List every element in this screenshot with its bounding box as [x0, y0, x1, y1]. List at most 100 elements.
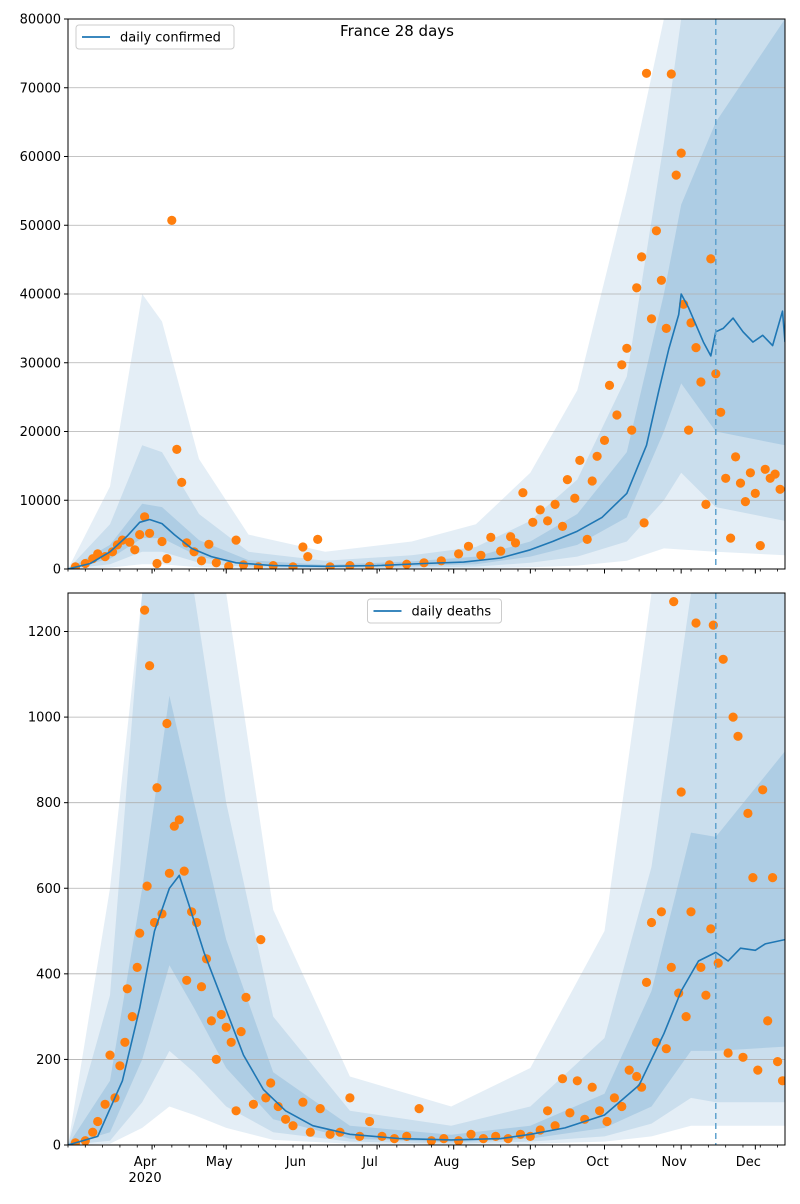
- confirmed-observed-point: [476, 550, 486, 560]
- deaths-observed-point: [127, 1012, 137, 1022]
- deaths-observed-point: [355, 1131, 365, 1141]
- deaths-observed-point: [211, 1054, 221, 1064]
- deaths-observed-point: [140, 605, 150, 615]
- confirmed-observed-point: [506, 532, 516, 542]
- deaths-observed-point: [609, 1093, 620, 1103]
- confirmed-observed-point: [145, 528, 155, 538]
- deaths-observed-point: [773, 1057, 783, 1067]
- xtick-label: Jul: [361, 1155, 378, 1170]
- deaths-observed-point: [733, 731, 743, 741]
- deaths-observed-point: [221, 1022, 231, 1032]
- deaths-observed-point: [676, 787, 686, 797]
- xtick-label: May: [206, 1155, 233, 1170]
- confirmed-observed-point: [152, 558, 162, 569]
- deaths-observed-point: [174, 815, 184, 825]
- confirmed-observed-point: [303, 552, 313, 562]
- deaths-observed-point: [122, 984, 132, 994]
- confirmed-legend: daily confirmed: [75, 24, 235, 50]
- confirmed-observed-point: [745, 468, 756, 478]
- confirmed-observed-point: [140, 512, 150, 522]
- confirmed-observed-point: [177, 477, 187, 487]
- deaths-observed-point: [454, 1136, 464, 1145]
- deaths-observed-point: [426, 1136, 436, 1145]
- deaths-observed-point: [273, 1101, 283, 1112]
- deaths-band-mid: [68, 593, 785, 1145]
- deaths-observed-point: [723, 1048, 733, 1058]
- confirmed-observed-point: [100, 552, 110, 562]
- deaths-observed-point: [135, 928, 145, 938]
- confirmed-observed-point: [204, 539, 214, 549]
- deaths-observed-point: [768, 873, 778, 883]
- confirmed-observed-point: [676, 148, 686, 158]
- confirmed-observed-point: [157, 536, 167, 547]
- xtick-label: Dec: [736, 1155, 761, 1170]
- deaths-observed-point: [105, 1050, 115, 1060]
- confirmed-observed-point: [666, 69, 676, 79]
- deaths-observed-point: [617, 1101, 627, 1112]
- xtick-label: Oct: [586, 1155, 608, 1170]
- confirmed-axes: 0 10000 20000 30000 40000 50000 60000 70000 8000…: [20, 13, 786, 578]
- confirmed-ytick-label: 80000: [20, 13, 61, 28]
- deaths-observed-point: [669, 597, 679, 607]
- confirmed-observed-point: [661, 323, 671, 333]
- confirmed-observed-point: [755, 541, 765, 551]
- deaths-observed-point: [281, 1114, 291, 1124]
- deaths-observed-point: [718, 654, 728, 664]
- deaths-observed-point: [572, 1076, 582, 1086]
- xtick-label: Jun: [285, 1155, 306, 1170]
- deaths-observed-point: [169, 821, 179, 831]
- confirmed-observed-point: [587, 476, 597, 486]
- confirmed-observed-point: [107, 547, 118, 557]
- confirmed-series-line: [68, 293, 785, 569]
- deaths-observed-point: [656, 907, 667, 917]
- confirmed-observed-point: [716, 407, 726, 417]
- confirmed-observed-point: [231, 535, 241, 545]
- confirmed-observed-point: [671, 170, 681, 180]
- confirmed-observed-point: [646, 314, 657, 324]
- deaths-observed-point: [414, 1104, 424, 1114]
- confirmed-ytick-label: 20000: [20, 425, 61, 440]
- confirmed-observed-point: [510, 538, 521, 548]
- deaths-observed-point: [226, 1037, 236, 1047]
- deaths-observed-point: [666, 962, 676, 973]
- confirmed-observed-point: [604, 380, 615, 390]
- confirmed-observed-point: [735, 478, 746, 488]
- deaths-observed-point: [777, 1076, 785, 1086]
- confirmed-observed-point: [463, 541, 474, 551]
- deaths-observed-point: [641, 977, 652, 988]
- confirmed-observed-point: [639, 518, 649, 528]
- confirmed-observed-point: [93, 549, 103, 559]
- deaths-gridlines: [68, 631, 785, 1146]
- confirmed-observed-point: [496, 546, 506, 556]
- confirmed-observed-point: [196, 556, 207, 566]
- deaths-ytick-label: 0: [53, 1139, 61, 1154]
- deaths-observed-point: [164, 868, 174, 878]
- confirmed-observed-point: [656, 275, 667, 285]
- confirmed-observed-point: [535, 505, 545, 515]
- deaths-observed-point: [120, 1037, 130, 1047]
- confirmed-ytick-label: 0: [53, 563, 61, 578]
- confirmed-observed-point: [582, 534, 592, 545]
- deaths-observed-point: [115, 1061, 125, 1071]
- confirmed-observed-point: [436, 556, 446, 566]
- confirmed-observed-point: [167, 215, 177, 225]
- confirmed-observed-point: [617, 360, 627, 370]
- deaths-observed-point: [686, 907, 696, 917]
- confirmed-observed-point: [518, 488, 528, 498]
- deaths-observed-point: [491, 1131, 501, 1141]
- deaths-legend-box: [367, 598, 502, 624]
- deaths-observed-point: [743, 808, 753, 819]
- deaths-axes-frame: [67, 592, 786, 1146]
- deaths-observed-point: [753, 1065, 763, 1075]
- deaths-uncertainty-bands: [68, 593, 785, 1145]
- confirmed-observed-point: [189, 547, 199, 557]
- deaths-observed-point: [632, 1071, 642, 1082]
- deaths-observed-point: [565, 1108, 575, 1118]
- deaths-legend-label: daily deaths: [412, 605, 492, 620]
- confirmed-observed-point: [651, 226, 662, 236]
- xtick-label: Apr: [134, 1155, 157, 1170]
- confirmed-observed-point: [740, 497, 751, 507]
- deaths-observed-point: [557, 1074, 568, 1084]
